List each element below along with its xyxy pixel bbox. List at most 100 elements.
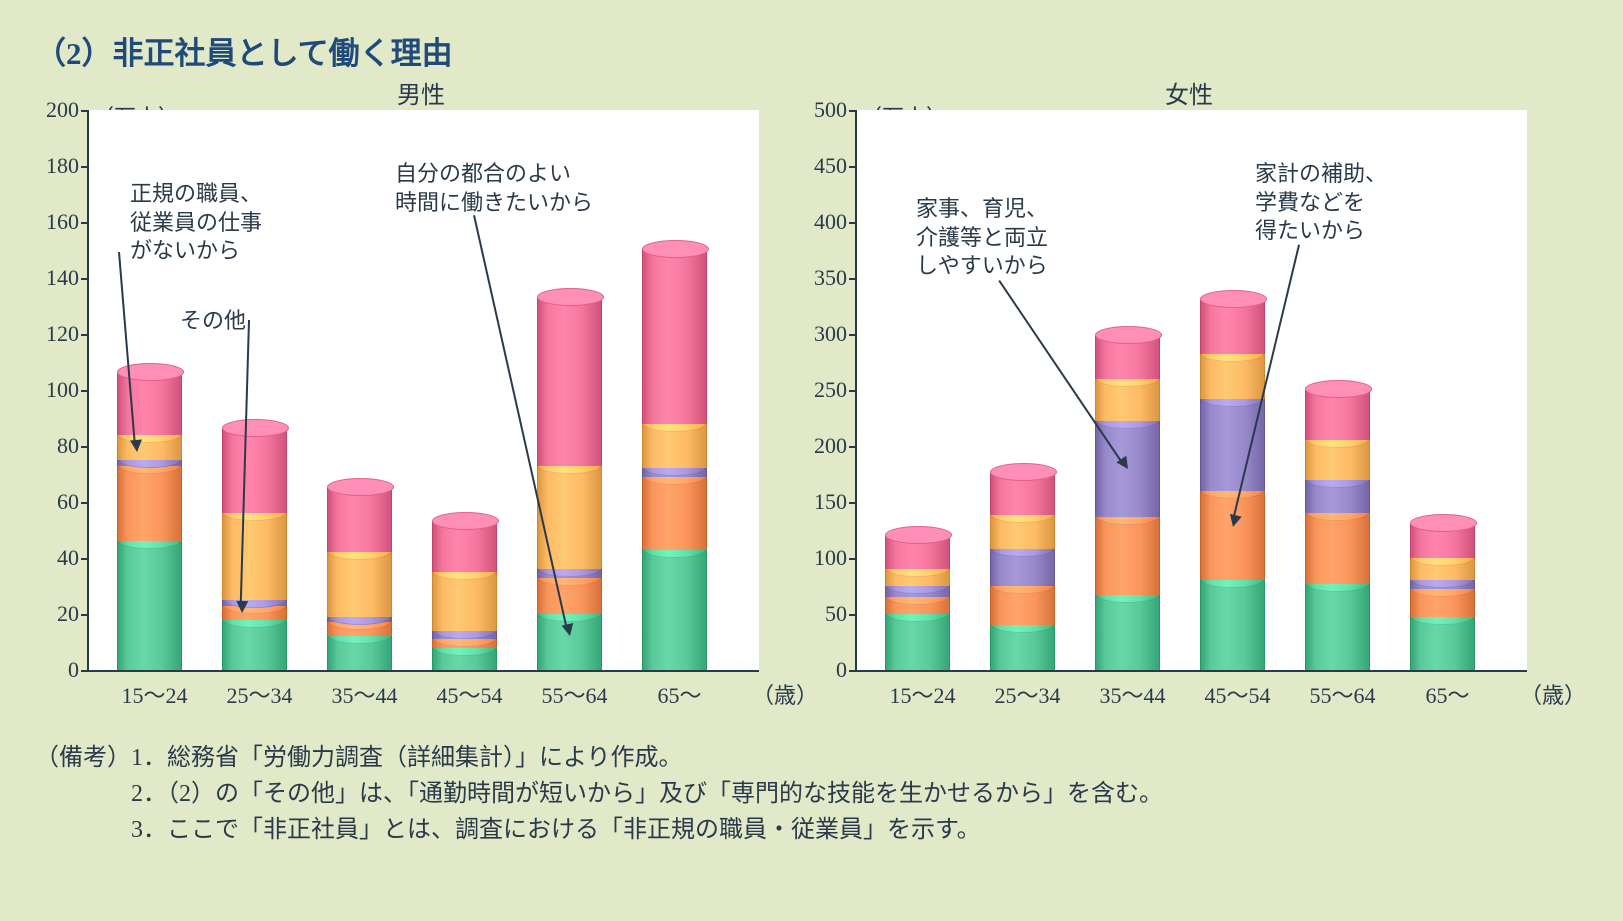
- seg-male-3-orange_dark: [432, 639, 497, 647]
- ann-kakei-arrowhead-icon: [1227, 514, 1241, 528]
- seg-male-0-orange_dark: [117, 466, 182, 542]
- seg-female-0-purple: [885, 586, 950, 597]
- seg-male-2-pink: [327, 488, 392, 552]
- ytick-male-100: 100: [46, 377, 79, 403]
- seg-male-5-green: [642, 550, 707, 670]
- seg-male-0-orange_light: [117, 435, 182, 460]
- seg-male-5-orange_dark: [642, 477, 707, 550]
- seg-male-1-green: [222, 620, 287, 670]
- xtick-female-0: 15～24: [873, 678, 973, 710]
- ytick-female-300: 300: [814, 321, 847, 347]
- seg-female-5-orange_light: [1410, 558, 1475, 580]
- seg-female-0-orange_dark: [885, 597, 950, 614]
- seg-female-2-orange_dark: [1095, 517, 1160, 595]
- ytick-male-60: 60: [57, 489, 79, 515]
- ytick-male-120: 120: [46, 321, 79, 347]
- xtick-male-2: 35～44: [315, 678, 415, 710]
- ytick-female-250: 250: [814, 377, 847, 403]
- ytick-female-100: 100: [814, 545, 847, 571]
- xtick-female-1: 25～34: [978, 678, 1078, 710]
- ytick-male-80: 80: [57, 433, 79, 459]
- ytick-male-0: 0: [68, 657, 79, 683]
- seg-female-4-orange_light: [1305, 440, 1370, 479]
- ann-sonota-arrowhead-icon: [236, 600, 248, 612]
- xtick-female-3: 45～54: [1188, 678, 1288, 710]
- ann-sonota-label: その他: [180, 307, 246, 336]
- ann-jibun-label: 自分の都合のよい 時間に働きたいから: [395, 160, 593, 217]
- xtick-male-4: 55～64: [525, 678, 625, 710]
- seg-male-0-green: [117, 541, 182, 670]
- seg-female-3-pink: [1200, 300, 1265, 354]
- seg-female-3-orange_dark: [1200, 491, 1265, 581]
- ann-seiki-arrowhead-icon: [130, 440, 143, 453]
- ytick-male-160: 160: [46, 209, 79, 235]
- seg-male-4-purple: [537, 569, 602, 577]
- x-axis-unit-male: （歳）: [752, 678, 818, 710]
- xtick-female-5: 65～: [1398, 678, 1498, 710]
- seg-female-1-green: [990, 625, 1055, 670]
- seg-female-2-green: [1095, 595, 1160, 670]
- seg-male-2-purple: [327, 617, 392, 623]
- seg-female-3-green: [1200, 580, 1265, 670]
- seg-female-1-purple: [990, 549, 1055, 586]
- seg-female-4-purple: [1305, 480, 1370, 514]
- xtick-male-1: 25～34: [210, 678, 310, 710]
- seg-female-0-orange_light: [885, 569, 950, 586]
- seg-male-3-orange_light: [432, 572, 497, 631]
- xtick-male-5: 65～: [630, 678, 730, 710]
- ytick-female-450: 450: [814, 153, 847, 179]
- ytick-male-180: 180: [46, 153, 79, 179]
- seg-female-2-orange_light: [1095, 379, 1160, 422]
- ytick-male-140: 140: [46, 265, 79, 291]
- seg-male-1-orange_light: [222, 513, 287, 600]
- seg-female-3-purple: [1200, 399, 1265, 491]
- xtick-male-0: 15～24: [105, 678, 205, 710]
- ytick-female-500: 500: [814, 97, 847, 123]
- seg-male-0-pink: [117, 373, 182, 435]
- ytick-female-50: 50: [825, 601, 847, 627]
- ytick-female-0: 0: [836, 657, 847, 683]
- seg-male-2-green: [327, 636, 392, 670]
- seg-male-4-green: [537, 614, 602, 670]
- ytick-female-150: 150: [814, 489, 847, 515]
- seg-male-5-pink: [642, 250, 707, 424]
- notes-line-2: 2．（2）の「その他」は、「通勤時間が短いから」及び「専門的な技能を生かせるから…: [131, 776, 1163, 812]
- notes-label: （備考）: [35, 745, 131, 771]
- ann-seiki-label: 正規の職員、 従業員の仕事 がないから: [130, 180, 262, 266]
- seg-male-4-pink: [537, 298, 602, 466]
- ytick-male-40: 40: [57, 545, 79, 571]
- seg-male-5-orange_light: [642, 424, 707, 469]
- ytick-female-400: 400: [814, 209, 847, 235]
- seg-female-4-orange_dark: [1305, 513, 1370, 584]
- ann-kakei-label: 家計の補助、 学費などを 得たいから: [1255, 160, 1387, 246]
- seg-female-5-purple: [1410, 580, 1475, 589]
- seg-female-4-green: [1305, 584, 1370, 670]
- xtick-female-4: 55～64: [1293, 678, 1393, 710]
- seg-male-5-purple: [642, 468, 707, 476]
- figure-page: （2）非正社員として働く理由 男性（万人）0204060801001201401…: [0, 0, 1623, 921]
- ytick-female-200: 200: [814, 433, 847, 459]
- notes-block: （備考）1．総務省「労働力調査（詳細集計）」により作成。2．（2）の「その他」は…: [35, 740, 1163, 848]
- panel-title-male: 男性: [397, 75, 445, 110]
- figure-title: （2）非正社員として働く理由: [35, 28, 453, 73]
- seg-female-1-orange_light: [990, 515, 1055, 549]
- seg-female-3-orange_light: [1200, 354, 1265, 399]
- seg-male-3-purple: [432, 631, 497, 639]
- seg-male-0-purple: [117, 460, 182, 466]
- seg-female-5-green: [1410, 617, 1475, 670]
- seg-male-3-green: [432, 648, 497, 670]
- xtick-male-3: 45～54: [420, 678, 520, 710]
- seg-male-4-orange_dark: [537, 578, 602, 614]
- seg-female-0-green: [885, 614, 950, 670]
- notes-line-3: 3．ここで「非正社員」とは、調査における「非正規の職員・従業員」を示す。: [131, 812, 1163, 848]
- ytick-male-20: 20: [57, 601, 79, 627]
- notes-line-1: 1．総務省「労働力調査（詳細集計）」により作成。: [131, 740, 1163, 776]
- seg-female-5-orange_dark: [1410, 589, 1475, 617]
- ann-kaji-label: 家事、育児、 介護等と両立 しやすいから: [916, 195, 1048, 281]
- panel-title-female: 女性: [1165, 75, 1213, 110]
- x-axis-unit-female: （歳）: [1520, 678, 1586, 710]
- seg-female-1-orange_dark: [990, 586, 1055, 625]
- seg-male-2-orange_light: [327, 552, 392, 616]
- ytick-male-200: 200: [46, 97, 79, 123]
- seg-male-1-pink: [222, 429, 287, 513]
